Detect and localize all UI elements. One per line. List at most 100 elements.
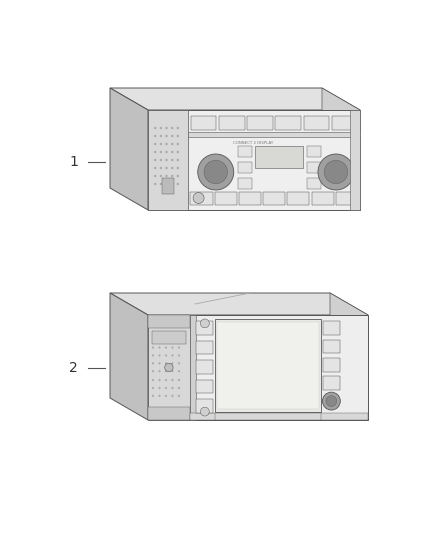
Polygon shape [110,293,368,315]
Circle shape [154,135,156,137]
FancyBboxPatch shape [238,162,252,173]
FancyBboxPatch shape [323,358,340,372]
FancyBboxPatch shape [323,376,340,390]
Circle shape [324,160,348,184]
Circle shape [177,167,179,169]
Circle shape [165,354,167,357]
FancyBboxPatch shape [148,315,190,420]
Text: 2: 2 [69,361,78,375]
Circle shape [171,370,173,372]
Circle shape [326,395,337,407]
Circle shape [159,346,161,349]
Circle shape [165,175,168,177]
Circle shape [165,395,167,397]
Circle shape [178,346,180,349]
Polygon shape [110,293,148,420]
Circle shape [165,364,173,372]
FancyBboxPatch shape [332,116,357,130]
Circle shape [171,183,173,185]
Circle shape [204,160,227,184]
Polygon shape [330,293,368,420]
Circle shape [318,154,354,190]
Circle shape [178,379,180,381]
Circle shape [165,127,168,129]
Circle shape [152,354,154,357]
Circle shape [160,143,162,145]
Circle shape [171,175,173,177]
FancyBboxPatch shape [350,110,360,210]
FancyBboxPatch shape [215,319,321,411]
FancyBboxPatch shape [276,116,301,130]
Circle shape [152,362,154,365]
Circle shape [154,159,156,161]
Text: CONNECT 2 DISPLAY: CONNECT 2 DISPLAY [233,141,274,145]
Circle shape [178,395,180,397]
Circle shape [152,379,154,381]
FancyBboxPatch shape [196,321,213,335]
FancyBboxPatch shape [152,331,186,344]
Circle shape [159,379,161,381]
Circle shape [154,183,156,185]
Circle shape [177,143,179,145]
FancyBboxPatch shape [191,192,212,205]
Circle shape [177,175,179,177]
Polygon shape [110,88,148,210]
Circle shape [160,127,162,129]
Circle shape [178,387,180,389]
Circle shape [154,127,156,129]
Circle shape [160,135,162,137]
Circle shape [165,183,168,185]
Circle shape [201,319,209,328]
Circle shape [178,354,180,357]
FancyBboxPatch shape [196,341,213,354]
Circle shape [159,395,161,397]
Circle shape [178,362,180,365]
FancyBboxPatch shape [148,315,368,420]
Circle shape [322,392,340,410]
Circle shape [154,143,156,145]
Polygon shape [110,88,360,110]
FancyBboxPatch shape [162,178,174,194]
FancyBboxPatch shape [255,146,304,168]
FancyBboxPatch shape [196,379,213,393]
FancyBboxPatch shape [190,315,196,420]
FancyBboxPatch shape [336,192,358,205]
FancyBboxPatch shape [190,413,368,420]
Circle shape [159,387,161,389]
Circle shape [165,379,167,381]
FancyBboxPatch shape [247,116,273,130]
FancyBboxPatch shape [196,399,213,413]
Circle shape [152,370,154,372]
FancyBboxPatch shape [307,178,321,189]
FancyBboxPatch shape [215,413,321,420]
Circle shape [171,159,173,161]
Circle shape [177,151,179,153]
FancyBboxPatch shape [323,321,340,335]
Polygon shape [322,88,360,210]
Circle shape [165,346,167,349]
Circle shape [171,362,173,365]
FancyBboxPatch shape [304,116,329,130]
Circle shape [201,407,209,416]
Circle shape [177,159,179,161]
FancyBboxPatch shape [307,146,321,157]
Circle shape [160,167,162,169]
FancyBboxPatch shape [215,192,237,205]
Circle shape [159,362,161,365]
FancyBboxPatch shape [191,116,216,130]
Circle shape [165,135,168,137]
FancyBboxPatch shape [307,162,321,173]
FancyBboxPatch shape [148,315,190,328]
Circle shape [171,379,173,381]
Circle shape [177,135,179,137]
Circle shape [193,192,204,204]
FancyBboxPatch shape [238,178,252,189]
Circle shape [171,354,173,357]
FancyBboxPatch shape [217,322,319,409]
Circle shape [198,154,234,190]
FancyBboxPatch shape [238,146,252,157]
Circle shape [152,395,154,397]
Circle shape [177,183,179,185]
Circle shape [165,362,167,365]
Circle shape [165,151,168,153]
